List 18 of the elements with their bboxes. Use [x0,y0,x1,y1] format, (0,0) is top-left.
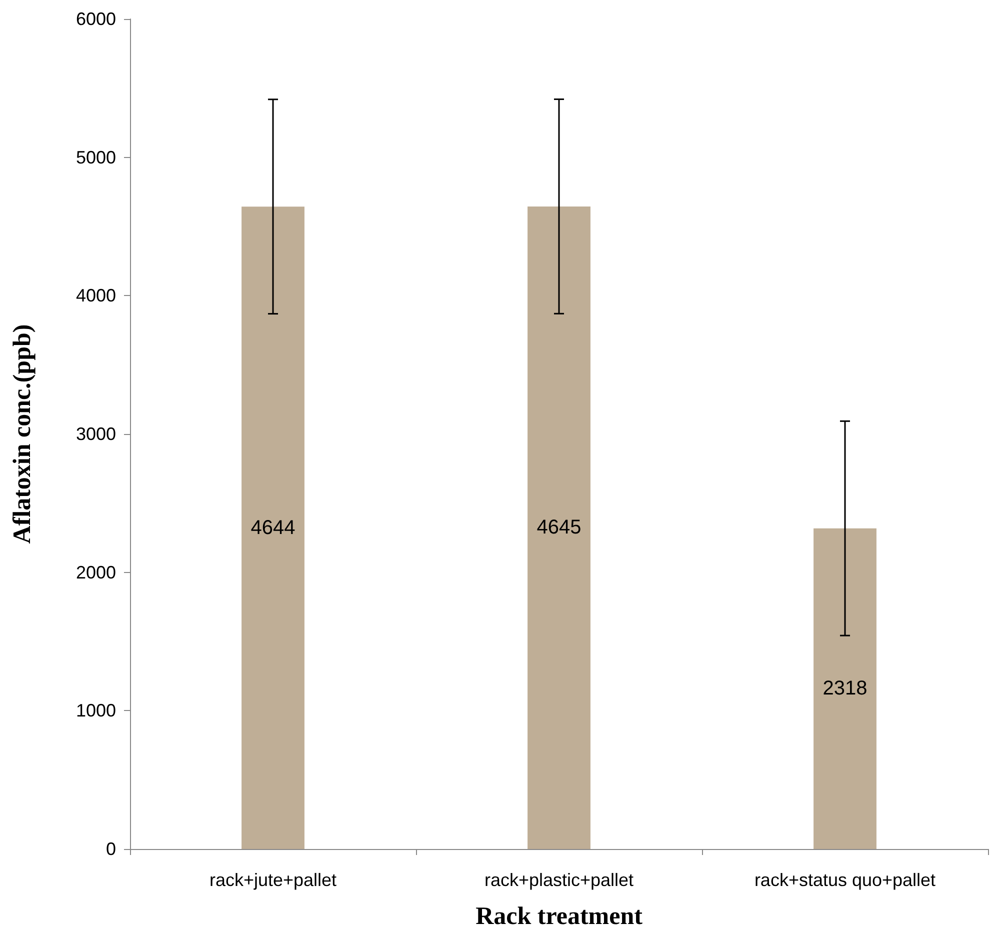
x-tick-label: rack+plastic+pallet [484,870,634,890]
y-tick-label: 5000 [76,147,116,168]
x-tick-label: rack+status quo+pallet [754,870,936,890]
y-tick-label: 0 [106,839,116,859]
y-tick-label: 1000 [76,700,116,721]
x-tick-label: rack+jute+pallet [209,870,337,890]
data-label: 4645 [536,516,582,539]
y-axis-title: Aflatoxin conc.(ppb) [9,324,36,544]
bar [814,528,876,849]
y-tick-label: 2000 [76,562,116,582]
data-label: 2318 [822,678,868,700]
x-axis-title: Rack treatment [476,903,644,930]
bar [528,206,590,849]
y-tick-label: 4000 [76,286,116,306]
bar [242,206,304,849]
y-tick-label: 3000 [76,424,116,444]
y-tick-label: 6000 [76,9,116,29]
data-label: 4644 [250,516,296,539]
